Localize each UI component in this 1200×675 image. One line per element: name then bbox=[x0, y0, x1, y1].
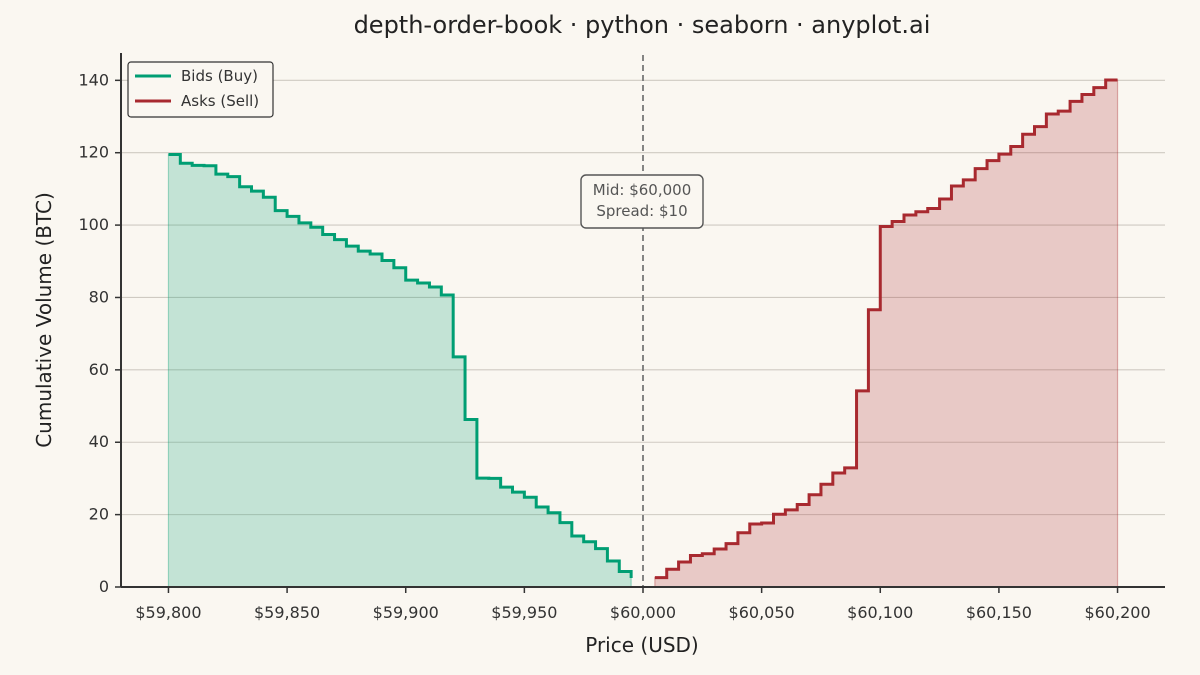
x-tick-label: $59,900 bbox=[373, 603, 439, 622]
y-tick-label: 100 bbox=[78, 215, 109, 234]
x-tick-label: $60,050 bbox=[729, 603, 795, 622]
step-line-bids bbox=[168, 153, 633, 578]
y-tick-label: 40 bbox=[89, 432, 109, 451]
legend-label-asks: Asks (Sell) bbox=[181, 92, 259, 110]
mid-spread-annotation: Mid: $60,000 Spread: $10 bbox=[580, 174, 704, 229]
annotation-spread: Spread: $10 bbox=[596, 202, 687, 220]
x-tick-label: $59,800 bbox=[135, 603, 201, 622]
x-tick-label: $59,850 bbox=[254, 603, 320, 622]
x-tick-label: $60,150 bbox=[966, 603, 1032, 622]
x-tick-label: $60,000 bbox=[610, 603, 676, 622]
legend: Bids (Buy) Asks (Sell) bbox=[127, 61, 274, 118]
x-axis-label: Price (USD) bbox=[585, 633, 699, 657]
y-tick-label: 120 bbox=[78, 143, 109, 162]
x-tick-label: $59,950 bbox=[491, 603, 557, 622]
y-tick-label: 20 bbox=[89, 505, 109, 524]
chart-title: depth-order-book · python · seaborn · an… bbox=[354, 11, 931, 39]
y-tick-label: 140 bbox=[78, 70, 109, 89]
y-axis-label: Cumulative Volume (BTC) bbox=[32, 192, 56, 448]
step-line-asks bbox=[654, 78, 1118, 580]
legend-label-bids: Bids (Buy) bbox=[181, 67, 258, 85]
annotation-mid: Mid: $60,000 bbox=[593, 181, 691, 199]
ticks: 0 20 40 60 80 100 120 140 $59,800 $59,850 $59,900 $… bbox=[78, 70, 1150, 622]
depth-lines bbox=[168, 78, 1118, 580]
y-tick-label: 60 bbox=[89, 360, 109, 379]
annotation-box bbox=[580, 174, 704, 229]
area-asks bbox=[654, 79, 1119, 588]
x-tick-label: $60,200 bbox=[1084, 603, 1150, 622]
y-tick-label: 0 bbox=[99, 577, 109, 596]
x-tick-label: $60,100 bbox=[847, 603, 913, 622]
y-tick-label: 80 bbox=[89, 287, 109, 306]
